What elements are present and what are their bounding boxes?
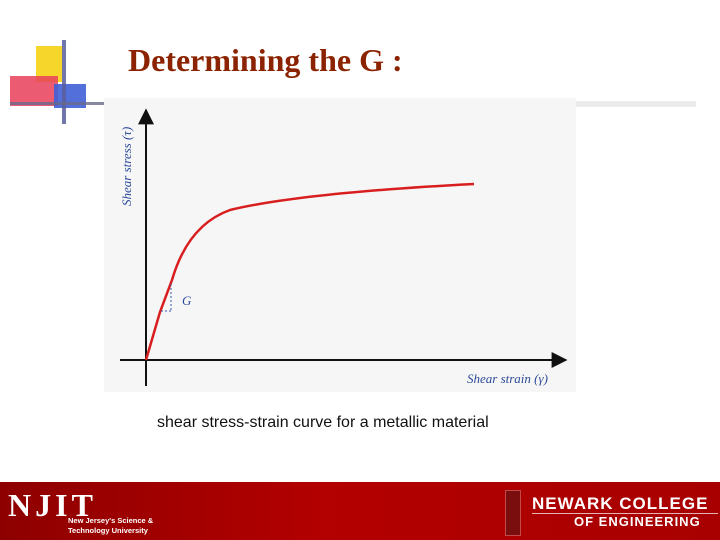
college-name-line-1: NEWARK COLLEGE <box>532 494 709 513</box>
decor-horizontal-line <box>10 102 104 105</box>
decor-red-square <box>10 76 58 106</box>
college-name-line-2: OF ENGINEERING <box>574 514 701 529</box>
figure-caption: shear stress-strain curve for a metallic… <box>157 414 489 431</box>
university-tagline: New Jersey's Science & Technology Univer… <box>68 516 153 536</box>
njit-logo: NJIT <box>8 487 97 523</box>
college-divider <box>532 513 718 514</box>
tower-icon <box>505 490 521 536</box>
figure-edge-strip <box>576 101 696 107</box>
slope-label: G <box>182 293 192 308</box>
stress-strain-curve <box>144 182 475 361</box>
decor-vertical-line <box>62 40 66 124</box>
footer-banner <box>0 482 720 540</box>
slide-title: Determining the G : <box>128 42 403 78</box>
university-line-2: Technology University <box>68 526 148 535</box>
figure-background <box>104 98 576 392</box>
university-line-1: New Jersey's Science & <box>68 516 154 525</box>
y-axis-label: Shear stress (τ) <box>119 127 134 206</box>
x-axis-label: Shear strain (γ) <box>467 371 548 386</box>
